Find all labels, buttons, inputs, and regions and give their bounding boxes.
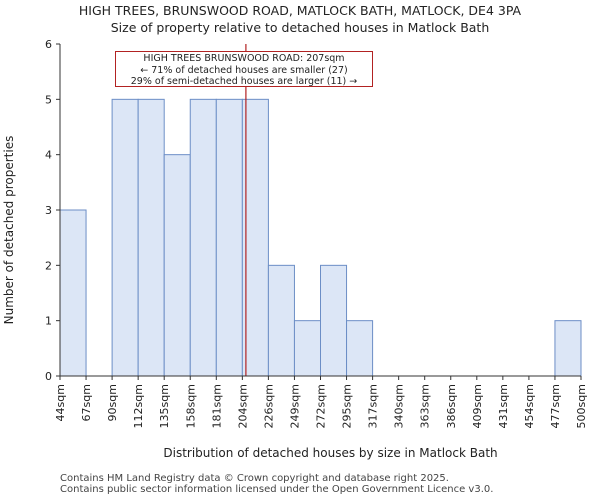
y-axis-label: Number of detached properties [2, 136, 16, 325]
bar-272sqm [320, 264, 348, 377]
bar-249sqm [293, 320, 322, 377]
bar-44sqm [59, 209, 87, 377]
x-tick-label: 44sqm [54, 384, 67, 421]
y-tick-label: 4 [45, 149, 52, 162]
x-tick-label: 249sqm [288, 384, 301, 428]
x-tick-label: 295sqm [341, 384, 354, 428]
x-tick-label: 500sqm [575, 384, 588, 428]
annotation-line-2: ← 71% of detached houses are smaller (27… [140, 64, 348, 76]
x-tick-label: 363sqm [419, 384, 432, 428]
x-tick-label: 112sqm [132, 384, 145, 428]
y-tick-label: 5 [45, 93, 52, 106]
x-tick-label: 181sqm [210, 384, 223, 428]
x-tick-label: 90sqm [106, 384, 119, 421]
x-tick-label: 158sqm [184, 384, 197, 428]
y-tick-label: 2 [45, 259, 52, 272]
chart-subtitle: Size of property relative to detached ho… [110, 20, 490, 35]
x-tick-label: 454sqm [523, 384, 536, 428]
x-tick-label: 135sqm [158, 384, 171, 428]
annotation-line-3: 29% of semi-detached houses are larger (… [130, 76, 358, 87]
x-tick-label: 477sqm [549, 384, 562, 428]
x-axis-label: Distribution of detached houses by size … [163, 446, 497, 460]
x-tick-label: 204sqm [236, 384, 249, 428]
marker-annotation: HIGH TREES BRUNSWOOD ROAD: 207sqm ← 71% … [115, 51, 373, 87]
x-tick-label: 317sqm [367, 384, 380, 428]
x-tick-label: 386sqm [445, 384, 458, 428]
x-tick-label: 67sqm [80, 384, 93, 421]
x-tick-label: 409sqm [471, 384, 484, 428]
x-tick-label: 226sqm [262, 384, 275, 428]
annotation-line-1: HIGH TREES BRUNSWOOD ROAD: 207sqm [143, 53, 345, 64]
bar-135sqm [163, 154, 191, 377]
bar-158sqm [189, 98, 217, 377]
x-tick-label: 272sqm [315, 384, 328, 428]
footer-line-2: Contains public sector information licen… [60, 484, 494, 495]
bar-477sqm [554, 320, 582, 377]
bar-112sqm [137, 98, 165, 377]
bar-181sqm [215, 98, 243, 377]
y-tick-label: 0 [45, 370, 52, 383]
y-tick-label: 1 [45, 315, 52, 328]
y-tick-label: 6 [45, 38, 52, 51]
bar-90sqm [111, 98, 139, 377]
x-tick-label: 431sqm [497, 384, 510, 428]
bar-226sqm [267, 264, 295, 377]
bar-295sqm [346, 320, 374, 377]
chart-title: HIGH TREES, BRUNSWOOD ROAD, MATLOCK BATH… [78, 3, 522, 18]
y-tick-label: 3 [45, 204, 52, 217]
footer-line-1: Contains HM Land Registry data © Crown c… [60, 473, 449, 484]
x-tick-label: 340sqm [393, 384, 406, 428]
